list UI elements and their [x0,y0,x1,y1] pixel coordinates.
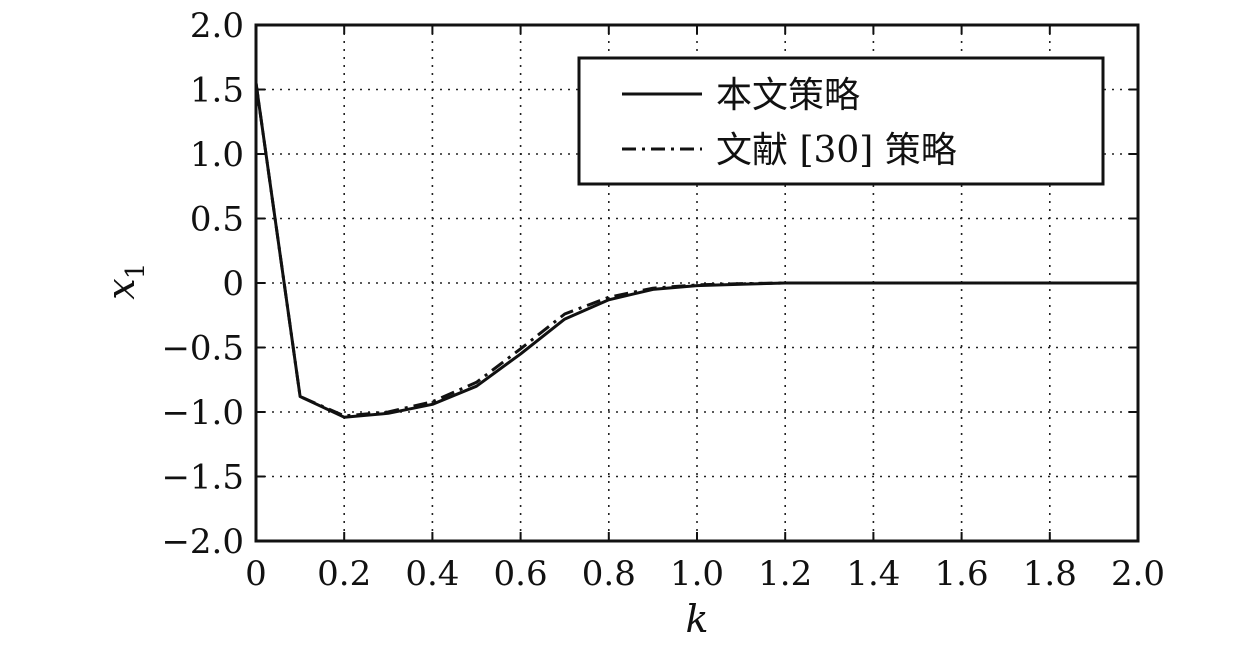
y-tick-label: −1.0 [161,393,244,433]
series-line-2 [254,82,1138,418]
x-tick-label: 0 [245,554,267,594]
y-tick-label: 1.0 [190,135,244,175]
x-tick-label: 0.8 [582,554,636,594]
x-tick-label: 1.2 [758,554,812,594]
y-axis-label: x 1 [99,263,151,300]
tick-labels: 0 0.2 0.4 0.6 0.8 1.0 1.2 1.4 1.6 1.8 2.0 2.0 1.5 1.0… [161,6,1165,594]
x-tick-label: 1.4 [846,554,900,594]
y-tick-label: −0.5 [161,329,244,369]
x-tick-label: 0.6 [494,554,548,594]
x-tick-label: 0.2 [317,554,371,594]
series-lines [254,82,1139,419]
y-tick-label: 0 [222,264,244,304]
y-tick-label: −1.5 [161,458,244,498]
x-tick-label: 2.0 [1111,554,1165,594]
legend: 本文策略 文献 [30] 策略 [577,56,1105,186]
axis-ticks [255,24,1139,542]
y-axis-label-main: x [99,278,143,299]
x-tick-label: 0.4 [405,554,459,594]
x-tick-label: 1.6 [935,554,989,594]
legend-box [577,56,1105,186]
y-tick-label: 1.5 [190,71,244,111]
y-tick-label: −2.0 [161,522,244,562]
y-axis-label-subscript: 1 [121,263,151,280]
x-tick-label: 1.0 [670,554,724,594]
x-tick-label: 1.8 [1023,554,1077,594]
y-tick-label: 2.0 [190,6,244,46]
legend-entry-1: 本文策略 [716,75,860,116]
x-axis-label: k [685,597,708,641]
y-tick-label: 0.5 [190,200,244,240]
legend-entry-2: 文献 [30] 策略 [716,130,957,171]
